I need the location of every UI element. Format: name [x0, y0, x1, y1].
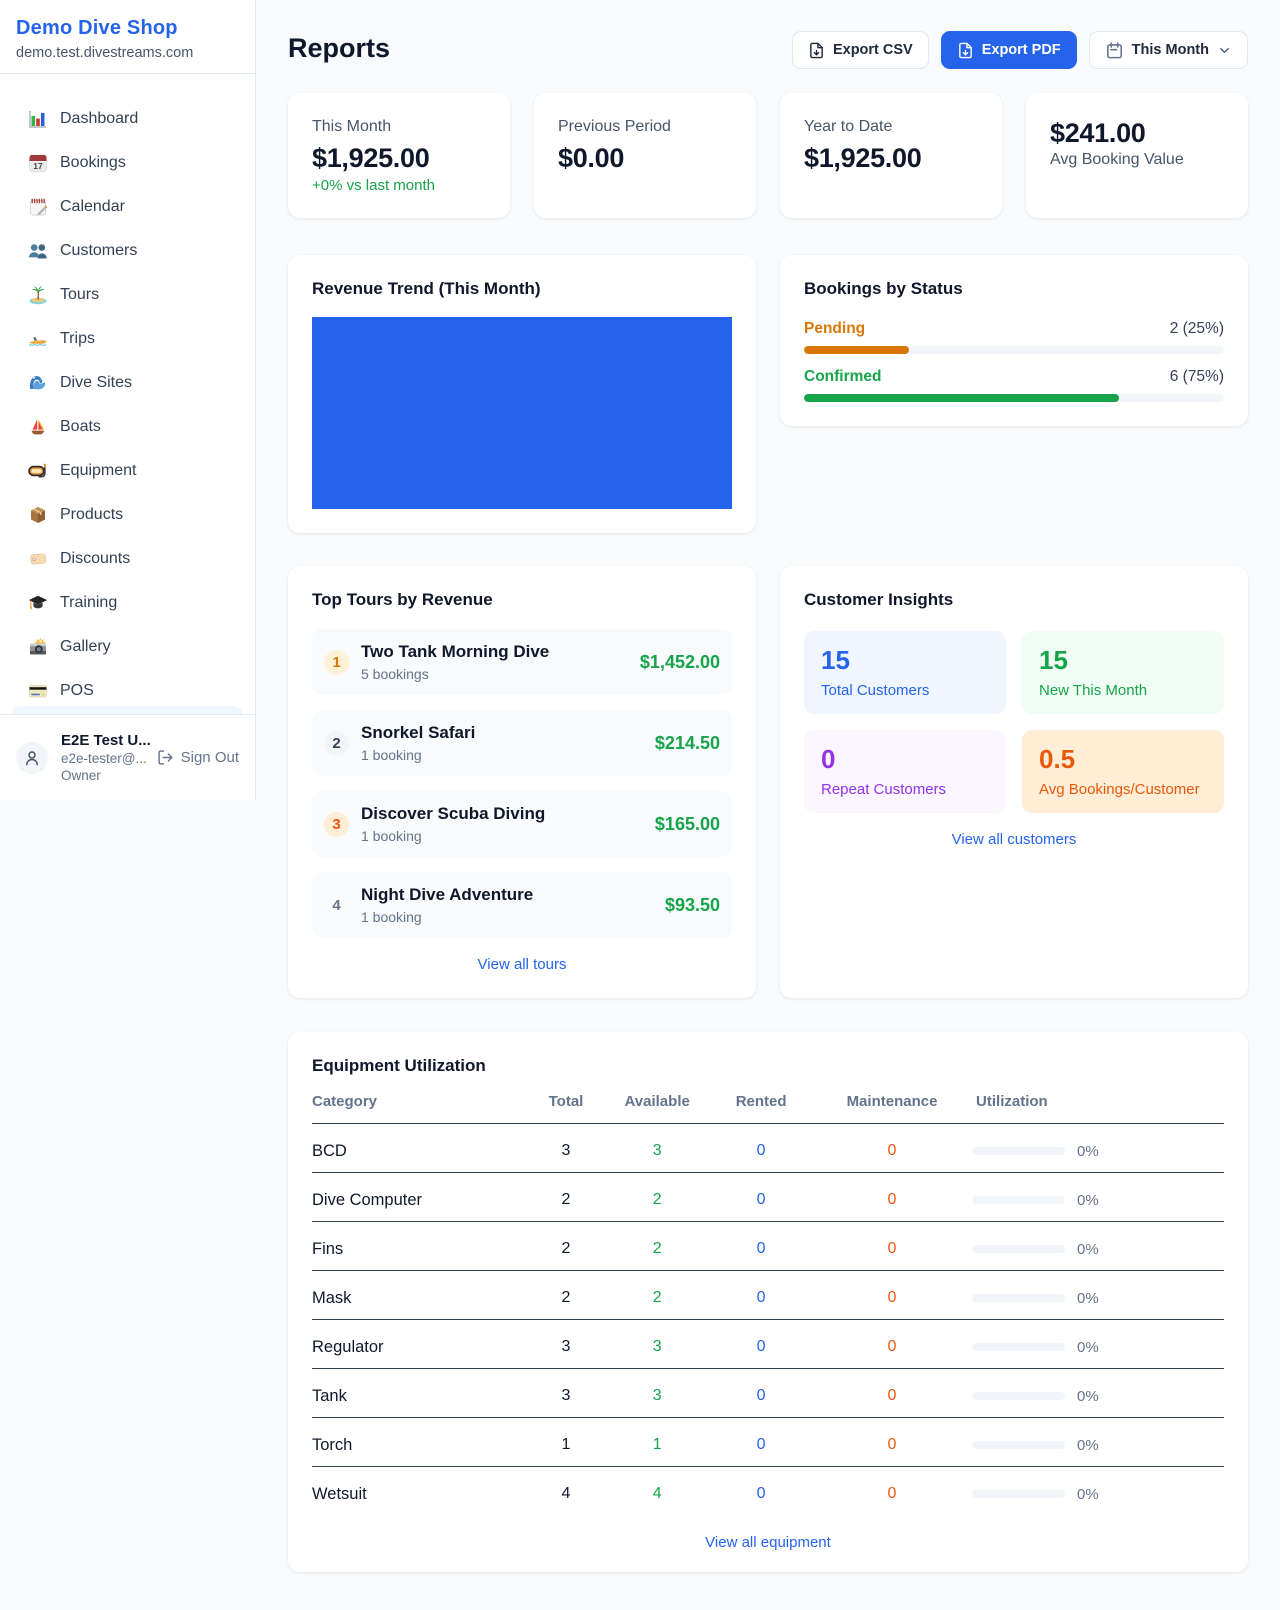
svg-text:17: 17 — [33, 161, 43, 171]
